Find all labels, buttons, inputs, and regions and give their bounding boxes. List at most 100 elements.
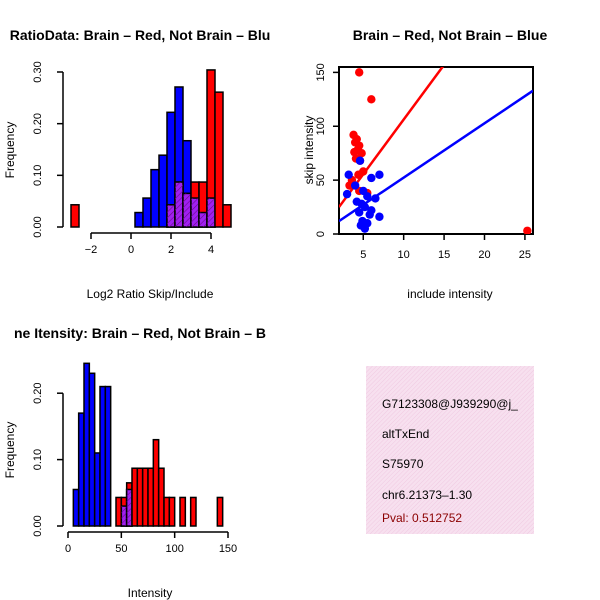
ratio-hist-bar-brain (214, 91, 224, 228)
scatter-y-tick-label: 0 (315, 231, 327, 237)
scatter-point-not-brain (344, 170, 353, 179)
intensity-hist-bar-brain (152, 438, 160, 527)
ratio-hist-bar-overlap-hatch (199, 212, 207, 227)
scatter-y-tick-label: 100 (315, 117, 327, 135)
ratio-histogram: RatioData: Brain – Red, Not Brain – Blu … (3, 27, 270, 301)
ratio-hist-x-tick-label: 2 (168, 244, 174, 256)
scatter-point-not-brain (342, 189, 352, 199)
intensity-hist-y-tick-label: 0.10 (32, 449, 44, 470)
ratio-hist-y-tick-label: 0.30 (32, 61, 44, 82)
scatter-ylabel: skip intensity (302, 116, 316, 185)
ratio-hist-bar-overlap-hatch (207, 198, 215, 227)
intensity-hist-bar-brain (163, 496, 171, 527)
intensity-hist-x-tick-label: 150 (219, 543, 237, 555)
ratio-hist-bar-overlap-hatch (167, 204, 175, 227)
scatter-point-not-brain (367, 173, 376, 183)
scatter-point-brain (354, 170, 363, 179)
scatter-x-tick-label: 15 (438, 249, 450, 261)
intensity-scatter: Brain – Red, Not Brain – Blue 5 10 15 20 25 0… (302, 27, 547, 301)
intensity-hist-bar-not-brain (77, 412, 85, 527)
scatter-point-not-brain (371, 194, 380, 203)
scatter-point-not-brain (375, 212, 384, 221)
scatter-plot-box (338, 66, 534, 235)
info-panel-background (366, 366, 534, 534)
ratio-histogram-title: RatioData: Brain – Red, Not Brain – Blu (10, 27, 271, 43)
intensity-hist-bar-not-brain (83, 362, 91, 527)
ratio-hist-bar-not-brain (150, 168, 160, 228)
scatter-point-brain (357, 148, 366, 158)
intensity-hist-bar-brain (179, 496, 187, 527)
scatter-point-brain (355, 68, 364, 77)
ratio-hist-bar-brain (222, 204, 232, 228)
intensity-hist-bar-brain (168, 496, 176, 527)
intensity-hist-bar-not-brain (99, 385, 107, 527)
scatter-point-not-brain (350, 181, 360, 190)
ratio-hist-bar-brain (70, 204, 80, 228)
info-location: chr6.21373–1.30 (382, 488, 472, 502)
intensity-hist-x-tick-label: 100 (165, 543, 183, 555)
scatter-point-not-brain (360, 224, 370, 233)
intensity-hist-y-tick-label: 0.20 (32, 382, 44, 403)
scatter-point-not-brain (365, 210, 374, 219)
intensity-hist-x-tick-label: 0 (65, 543, 71, 555)
ratio-hist-y-tick-label: 0.10 (32, 165, 44, 186)
intensity-hist-bar-overlap-hatch (121, 506, 127, 526)
ratio-hist-x-tick-label: −2 (85, 244, 98, 256)
ratio-hist-x-tick-label: 4 (208, 244, 214, 256)
info-event-type: altTxEnd (382, 427, 429, 441)
info-panel: G7123308@J939290@j_ altTxEnd S75970 chr6… (366, 366, 534, 534)
intensity-histogram-xlabel: Intensity (128, 586, 173, 600)
intensity-hist-bar-brain (141, 467, 149, 527)
scatter-y-tick-label: 50 (315, 174, 327, 186)
ratio-hist-x-tick-label: 0 (128, 244, 134, 256)
ratio-hist-bar-overlap-hatch (175, 182, 183, 227)
intensity-histogram-axes: 0 50 100 150 0.00 0.10 0.20 (32, 382, 237, 555)
scatter-point-not-brain (363, 192, 372, 201)
scatter-x-tick-label: 25 (519, 249, 531, 261)
intensity-hist-bar-not-brain (104, 385, 112, 527)
scatter-marks (339, 67, 533, 234)
ratio-hist-bar-overlap-hatch (191, 198, 199, 227)
scatter-point-not-brain (355, 156, 365, 165)
intensity-hist-bar-brain (216, 496, 224, 527)
ratio-histogram-bars (70, 69, 232, 228)
intensity-hist-bar-not-brain (88, 372, 96, 527)
scatter-x-tick-label: 20 (478, 249, 490, 261)
info-event-id: G7123308@J939290@j_ (382, 397, 518, 411)
intensity-hist-bar-brain (131, 467, 139, 527)
ratio-hist-bar-not-brain (134, 211, 144, 228)
scatter-point-brain (523, 226, 532, 234)
ratio-histogram-ylabel: Frequency (3, 122, 17, 179)
scatter-point-brain (350, 147, 359, 157)
intensity-histogram: ne Itensity: Brain – Red, Not Brain – B … (3, 325, 266, 600)
scatter-point-brain (367, 95, 376, 104)
scatter-title: Brain – Red, Not Brain – Blue (353, 27, 548, 43)
scatter-fit-line-not-brain (339, 89, 533, 223)
ratio-hist-bar-not-brain (158, 154, 168, 228)
intensity-hist-bar-not-brain (72, 488, 80, 527)
scatter-point-brain (352, 134, 361, 144)
scatter-x-tick-label: 10 (398, 249, 410, 261)
intensity-hist-bar-overlap-hatch (126, 489, 132, 526)
ratio-histogram-xlabel: Log2 Ratio Skip/Include (87, 287, 214, 301)
ratio-hist-y-tick-label: 0.00 (32, 216, 44, 237)
scatter-x-tick-label: 5 (360, 249, 366, 261)
scatter-point-not-brain (375, 170, 384, 179)
intensity-hist-x-tick-label: 50 (115, 543, 127, 555)
intensity-histogram-ylabel: Frequency (3, 422, 17, 479)
scatter-y-tick-label: 150 (315, 63, 327, 81)
ratio-histogram-axes: −2 0 2 4 0.00 0.10 0.20 0.30 (32, 61, 214, 256)
intensity-hist-y-tick-label: 0.00 (32, 515, 44, 536)
intensity-hist-bar-not-brain (93, 452, 101, 527)
scatter-point-not-brain (355, 208, 364, 217)
intensity-histogram-bars (72, 362, 224, 527)
intensity-hist-bar-brain (189, 496, 197, 527)
intensity-hist-bar-brain (115, 496, 123, 527)
info-pval: Pval: 0.512752 (382, 511, 462, 525)
scatter-point-not-brain (360, 202, 370, 212)
ratio-hist-bar-overlap-hatch (183, 193, 191, 227)
ratio-hist-y-tick-label: 0.20 (32, 113, 44, 134)
intensity-histogram-title: ne Itensity: Brain – Red, Not Brain – B (14, 325, 266, 341)
intensity-hist-bar-brain (157, 467, 165, 527)
